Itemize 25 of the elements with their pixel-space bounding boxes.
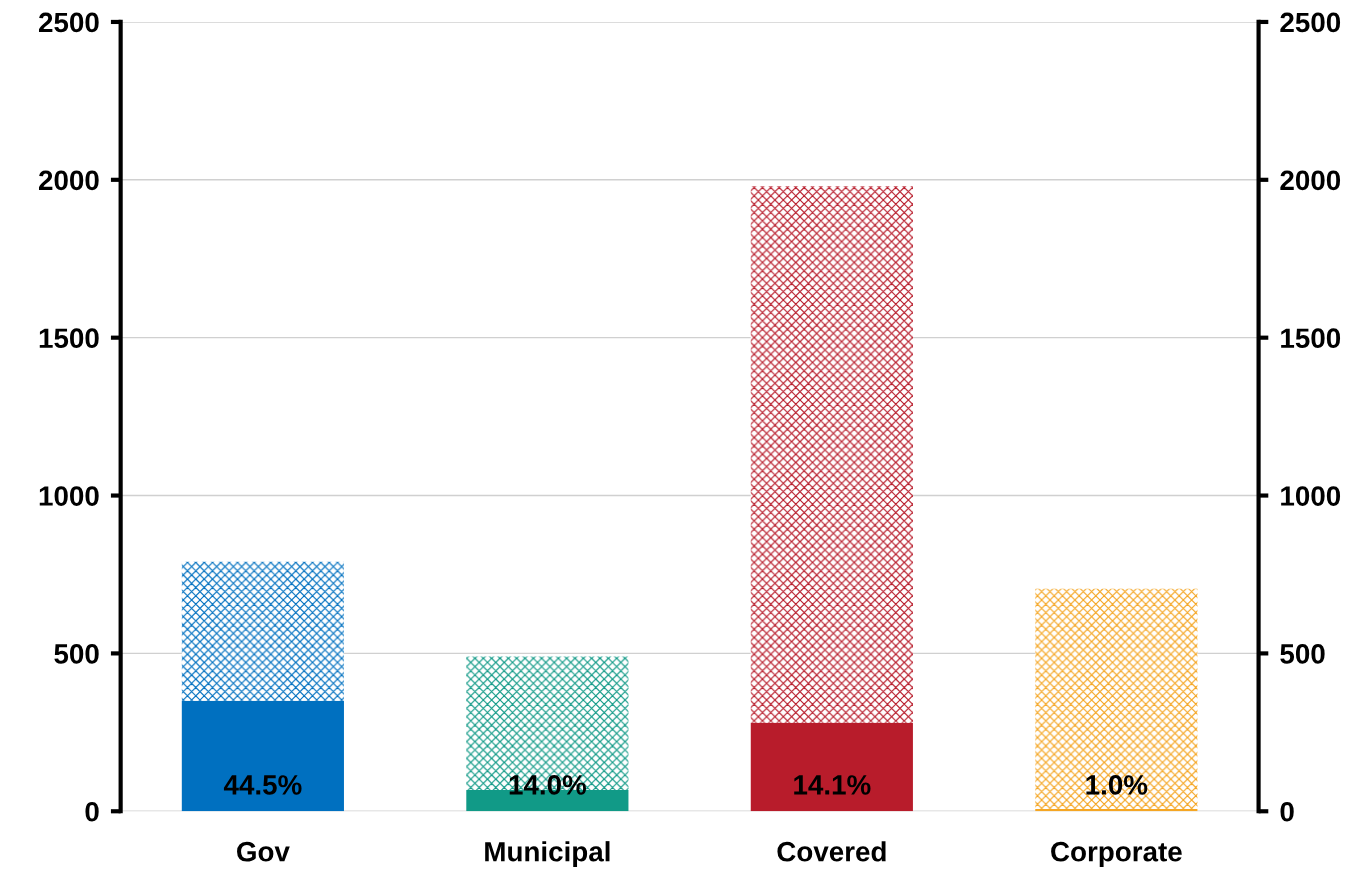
x-tick-label: Corporate: [1051, 841, 1182, 868]
bar: [750, 186, 913, 723]
bar: [750, 722, 913, 812]
y2-tick-label: 1500: [1281, 328, 1341, 349]
annotation: 1.0%: [1086, 775, 1148, 795]
y2-tick-label: 500: [1280, 644, 1325, 664]
y-tick-label: 0: [85, 801, 99, 822]
y2-tick-label: 2000: [1280, 170, 1341, 191]
x-tick-label: Gov: [237, 841, 290, 862]
bar: [181, 700, 344, 812]
x-tick-label: Covered: [777, 841, 886, 862]
annotation: 14.1%: [794, 775, 871, 795]
bar: [1035, 809, 1198, 812]
y-tick-label: 2000: [38, 170, 99, 191]
y2-tick-label: 1000: [1281, 486, 1341, 506]
y-tick-label: 500: [54, 644, 99, 664]
annotation: 44.5%: [223, 775, 302, 795]
y2-tick-label: 2500: [1280, 12, 1341, 33]
y-tick-label: 1000: [39, 486, 99, 506]
y-tick-label: 1500: [39, 328, 99, 349]
bar: [181, 561, 344, 701]
y2-tick-label: 0: [1280, 801, 1294, 822]
bar: [1035, 588, 1198, 810]
y-tick-label: 2500: [38, 12, 99, 33]
x-tick-label: Municipal: [485, 841, 610, 868]
